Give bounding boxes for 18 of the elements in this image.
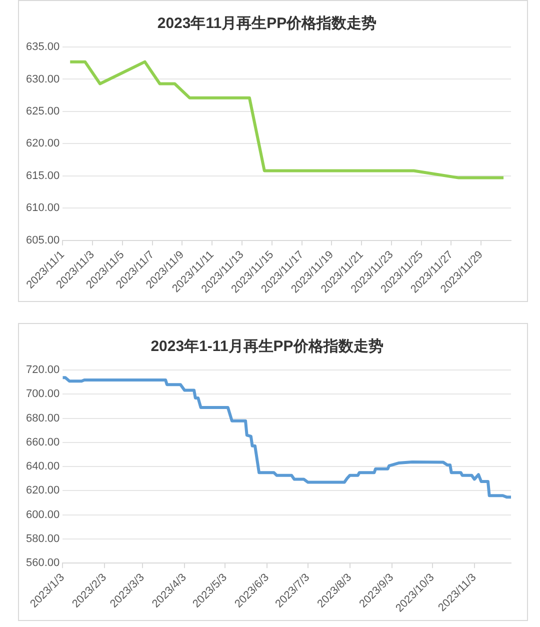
y-tick-label: 610.00 xyxy=(26,202,60,214)
chart-title: 2023年11月再生PP价格指数走势 xyxy=(157,15,377,32)
chart-title: 2023年1-11月再生PP价格指数走势 xyxy=(150,338,384,356)
y-tick-label: 680.00 xyxy=(26,412,60,424)
y-tick-label: 615.00 xyxy=(26,170,60,182)
y-tick-label: 600.00 xyxy=(26,508,60,521)
y-tick-label: 620.00 xyxy=(26,484,60,497)
y-tick-label: 605.00 xyxy=(26,234,60,246)
y-tick-label: 635.00 xyxy=(26,41,60,54)
y-tick-label: 625.00 xyxy=(26,105,60,118)
y-tick-label: 620.00 xyxy=(26,138,60,150)
y-tick-label: 700.00 xyxy=(26,388,60,400)
y-tick-label: 630.00 xyxy=(26,73,60,86)
y-tick-label: 660.00 xyxy=(26,436,60,448)
y-tick-label: 560.00 xyxy=(26,557,60,570)
y-tick-label: 720.00 xyxy=(26,364,60,376)
y-tick-label: 640.00 xyxy=(26,460,60,473)
y-tick-label: 580.00 xyxy=(26,532,60,545)
